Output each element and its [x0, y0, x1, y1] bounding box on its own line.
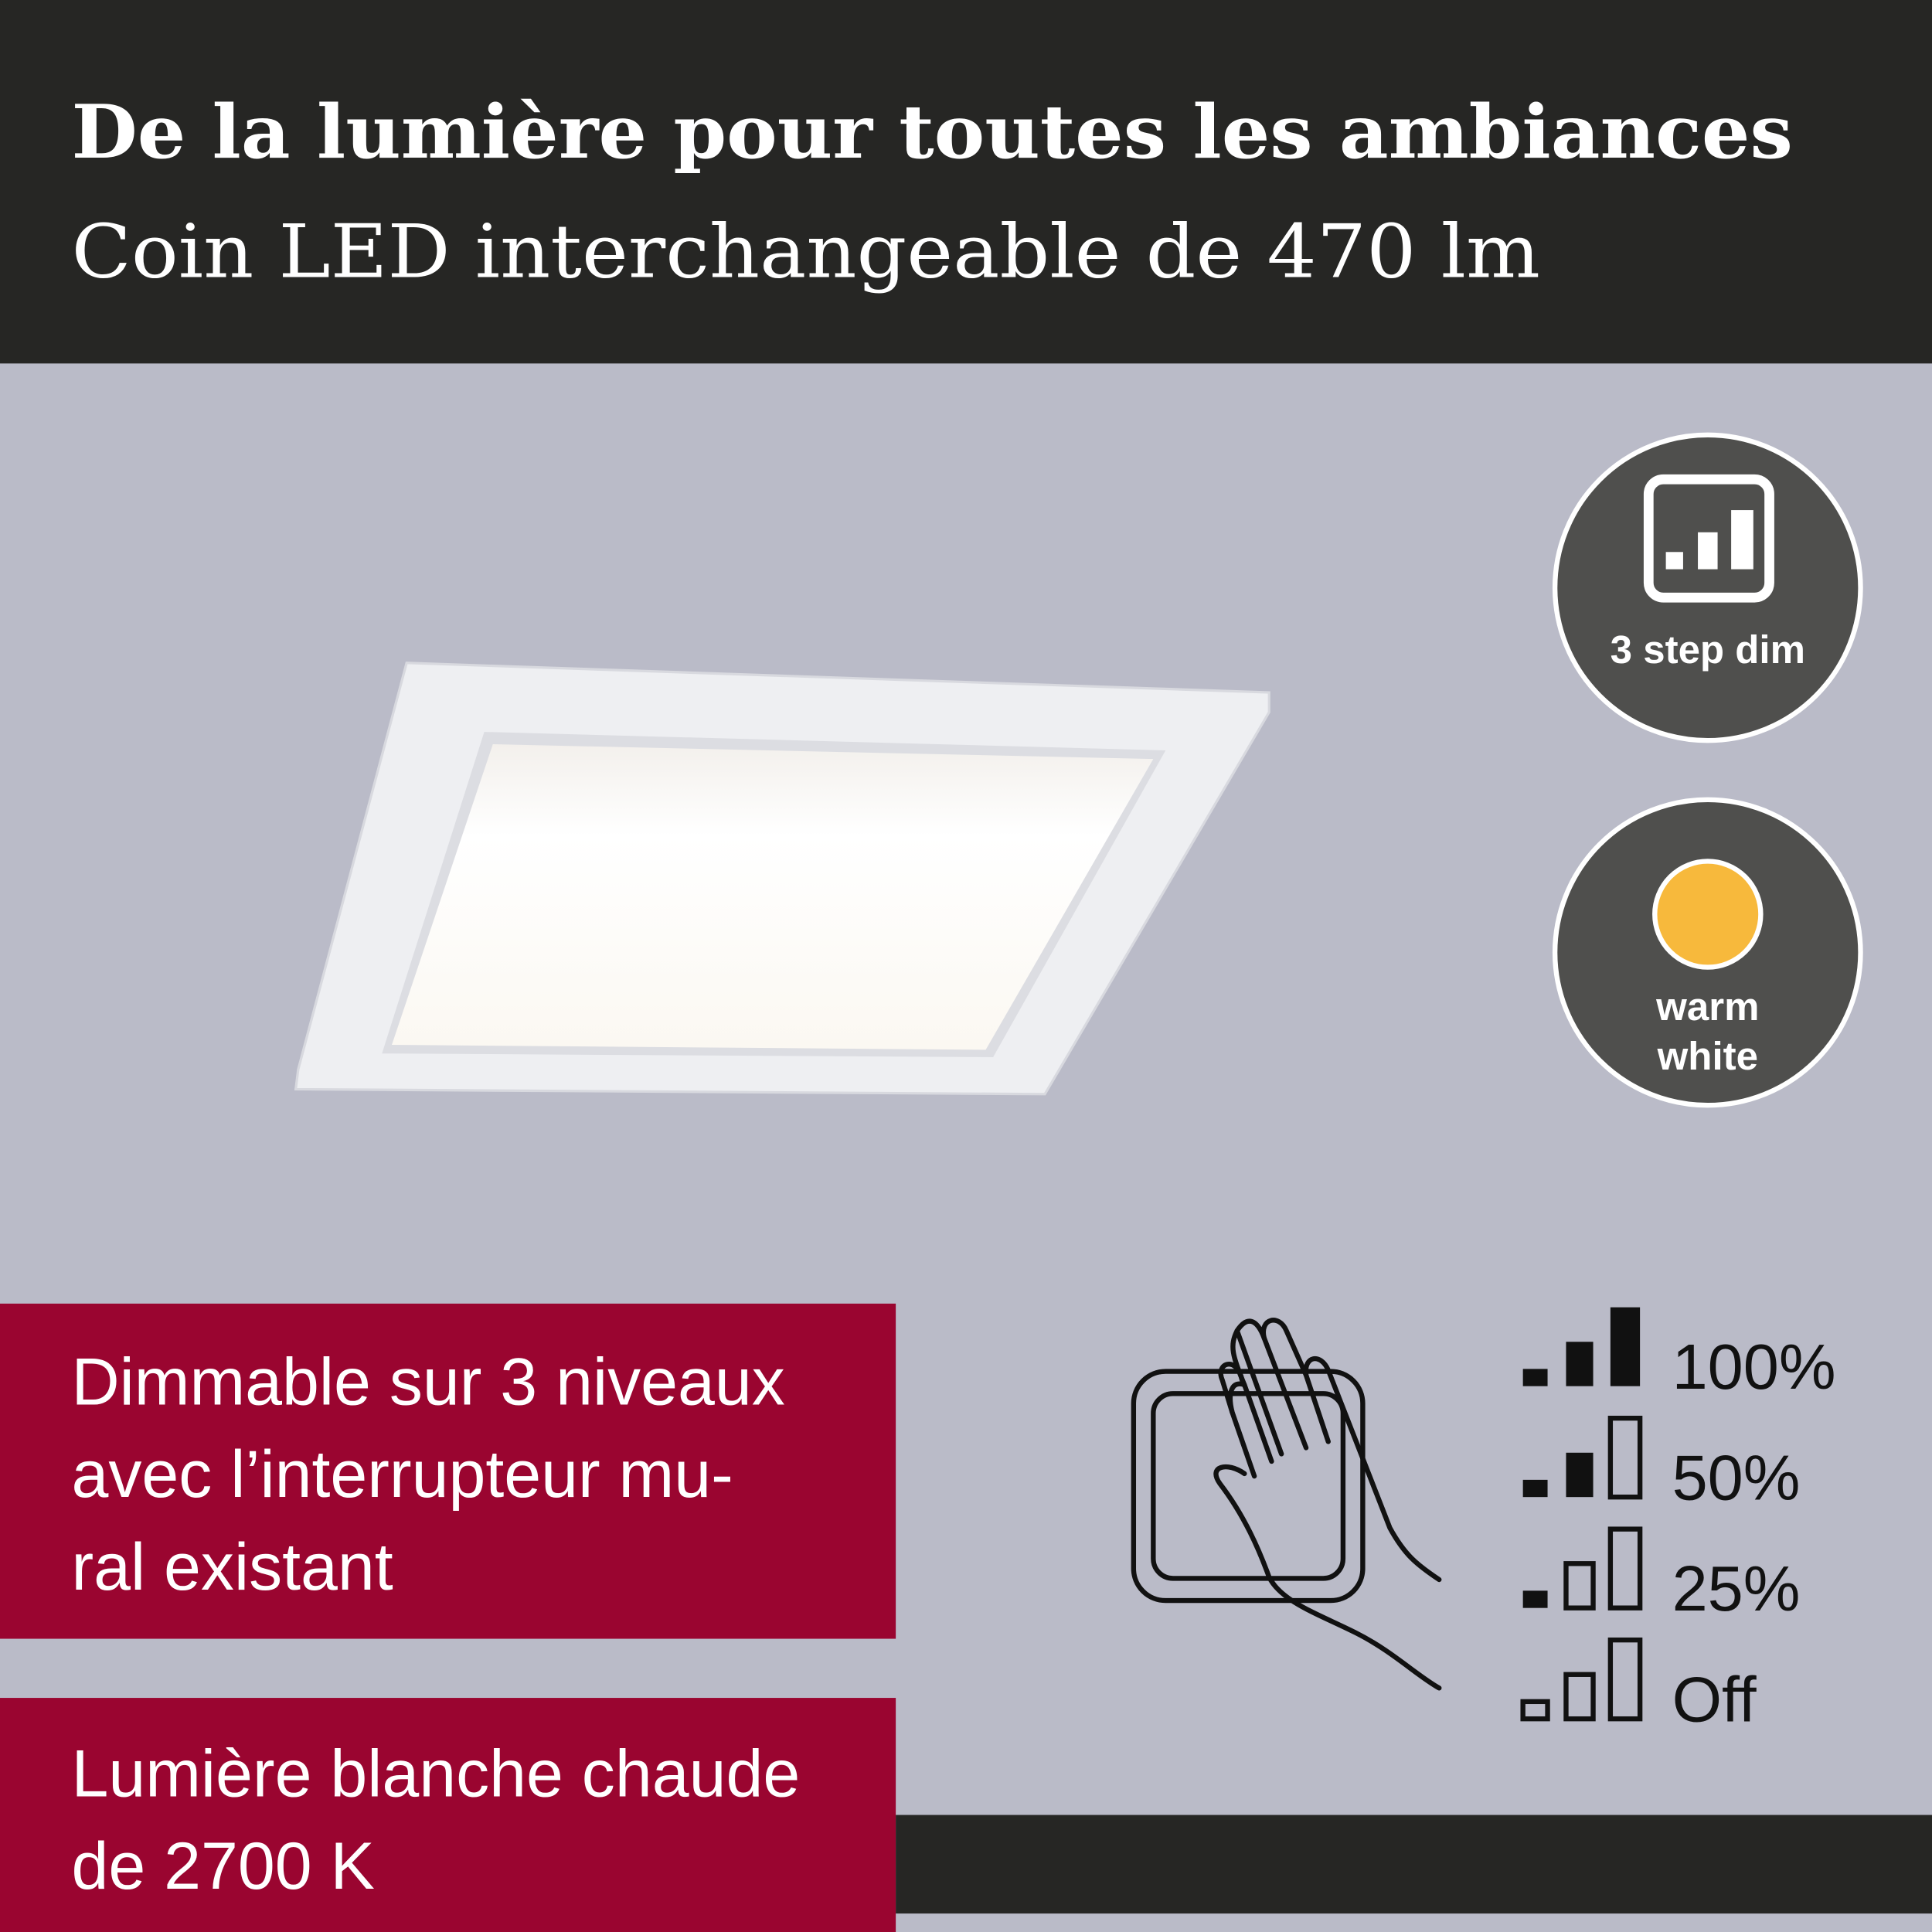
level-bar	[1607, 1415, 1643, 1500]
badge-label: warm	[1655, 985, 1759, 1029]
level-bar	[1566, 1342, 1594, 1386]
info-text: Dimmable sur 3 niveaux	[71, 1345, 784, 1420]
info-box	[0, 1698, 896, 1932]
title: De la lumière pour toutes les ambiances	[71, 88, 1792, 175]
badge-label: 3 step dim	[1611, 628, 1805, 672]
info-box	[0, 1303, 896, 1639]
level-bar	[1520, 1699, 1550, 1722]
level-label: 50%	[1672, 1441, 1801, 1513]
header-bar	[0, 0, 1932, 364]
footer-bar	[896, 1815, 1932, 1914]
info-text: avec l’interrupteur mu-	[71, 1437, 733, 1512]
level-bar	[1563, 1561, 1596, 1611]
light-fixture	[294, 662, 1270, 1096]
level-bar	[1610, 1307, 1641, 1386]
level-label: Off	[1672, 1663, 1757, 1735]
switch-hand-icon	[1131, 1318, 1442, 1691]
info-text: ral existant	[71, 1530, 393, 1604]
level-label: 100%	[1672, 1331, 1836, 1403]
level-bar	[1566, 1452, 1594, 1498]
level-label: 25%	[1672, 1553, 1801, 1624]
level-bar	[1607, 1526, 1643, 1611]
level-bar	[1522, 1479, 1548, 1498]
badge-label: white	[1657, 1034, 1758, 1078]
level-bar	[1607, 1637, 1643, 1722]
level-bar	[1522, 1590, 1548, 1608]
level-bar	[1522, 1369, 1548, 1386]
dim-badge: 3 step dim	[1552, 432, 1863, 743]
info-text: de 2700 K	[71, 1829, 374, 1903]
level-list: 100% 50% 25% Off	[1520, 1307, 1836, 1735]
color-badge: warm white	[1552, 797, 1863, 1108]
subtitle: Coin LED interchangeable de 470 lm	[71, 209, 1540, 295]
level-bar	[1563, 1672, 1596, 1722]
info-text: Lumière blanche chaude	[71, 1737, 800, 1811]
